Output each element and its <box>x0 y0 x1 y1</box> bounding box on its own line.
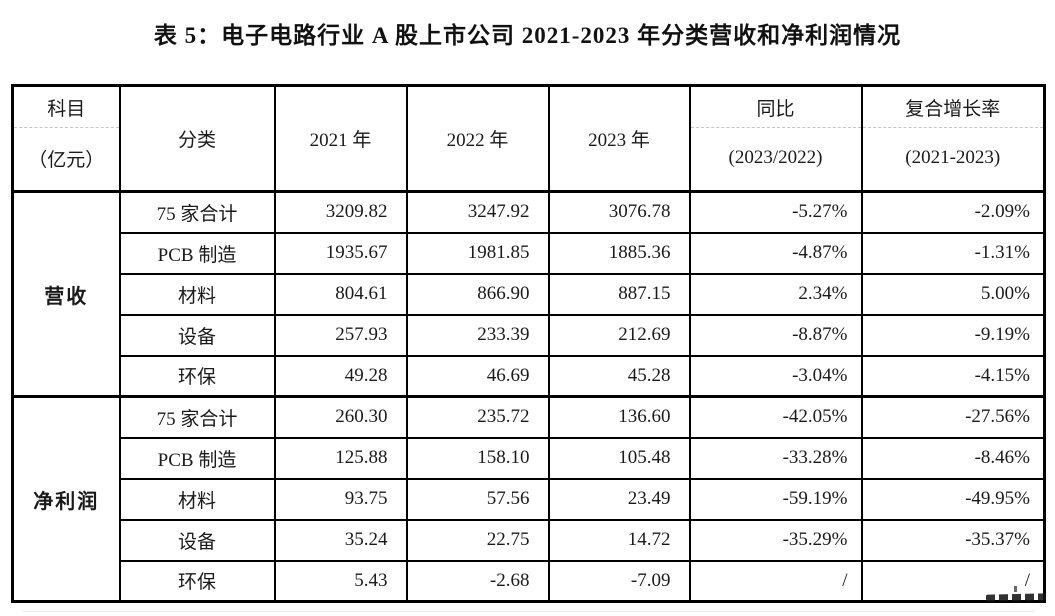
table-row: 净利润 75 家合计 260.30 235.72 136.60 -42.05% … <box>11 395 1046 603</box>
value-2022-cell: 866.90 <box>405 272 550 316</box>
yoy-cell: -33.28% <box>688 436 863 480</box>
value-2022-cell: 46.69 <box>405 354 550 398</box>
table-row: 营收 75 家合计 3209.82 3247.92 3076.78 -5.27%… <box>11 190 1046 398</box>
cagr-cell: -1.31% <box>860 231 1046 275</box>
value-2021-cell: 3209.82 <box>273 190 408 234</box>
category-cell: 75 家合计 <box>118 190 276 234</box>
value-2023-cell: 136.60 <box>547 395 691 439</box>
value-2021-cell: 257.93 <box>273 313 408 357</box>
value-2022-cell: 3247.92 <box>405 190 550 234</box>
category-cell: PCB 制造 <box>118 231 276 275</box>
yoy-cell: / <box>688 559 863 603</box>
header-year-2023: 2023 年 <box>547 84 691 193</box>
value-2023-cell: 23.49 <box>547 477 691 521</box>
value-2022-cell: 158.10 <box>405 436 550 480</box>
yoy-cell: -8.87% <box>688 313 863 357</box>
yoy-cell: -35.29% <box>688 518 863 562</box>
table-title: 表 5：电子电路行业 A 股上市公司 2021-2023 年分类营收和净利润情况 <box>153 23 902 48</box>
header-yoy-period: (2023/2022) <box>728 147 823 168</box>
header-year-2021: 2021 年 <box>273 84 408 193</box>
header-year-2022: 2022 年 <box>405 84 550 193</box>
value-2022-cell: 1981.85 <box>405 231 550 275</box>
header-cagr: 复合增长率 (2021-2023) <box>860 84 1046 193</box>
category-cell: 材料 <box>118 272 276 316</box>
table-row: PCB 制造 1935.67 1981.85 1885.36 -4.87% -1… <box>13 231 1046 275</box>
category-cell: 环保 <box>118 559 276 603</box>
table-row: 环保 49.28 46.69 45.28 -3.04% -4.15% <box>13 354 1046 398</box>
value-2023-cell: 887.15 <box>547 272 691 316</box>
value-2021-cell: 1935.67 <box>273 231 408 275</box>
category-cell: 材料 <box>118 477 276 521</box>
category-cell: 环保 <box>118 354 276 398</box>
cagr-cell: -35.37% <box>860 518 1046 562</box>
value-2022-cell: 235.72 <box>405 395 550 439</box>
category-cell: 设备 <box>118 313 276 357</box>
header-subject: 科目 （亿元） <box>11 84 121 193</box>
value-2021-cell: 125.88 <box>273 436 408 480</box>
value-2023-cell: -7.09 <box>547 559 691 603</box>
watermark-artifact <box>985 593 1047 602</box>
header-yoy: 同比 (2023/2022) <box>688 84 863 193</box>
yoy-cell: -3.04% <box>688 354 863 398</box>
header-row: 科目 （亿元） 分类 2021 年 2022 年 2023 年 同比 (2023… <box>11 84 1046 193</box>
yoy-cell: -59.19% <box>688 477 863 521</box>
yoy-cell: -42.05% <box>688 395 863 439</box>
row-group-revenue: 营收 <box>11 190 121 398</box>
financial-table: 科目 （亿元） 分类 2021 年 2022 年 2023 年 同比 (2023… <box>11 84 1046 603</box>
table-row: PCB 制造 125.88 158.10 105.48 -33.28% -8.4… <box>13 436 1046 480</box>
header-category: 分类 <box>118 84 276 193</box>
table-row: 材料 93.75 57.56 23.49 -59.19% -49.95% <box>13 477 1046 521</box>
cagr-cell: -2.09% <box>860 190 1046 234</box>
category-cell: 75 家合计 <box>118 395 276 439</box>
row-group-net-profit: 净利润 <box>11 395 121 603</box>
cagr-cell: 5.00% <box>860 272 1046 316</box>
header-cagr-label: 复合增长率 <box>863 89 1043 128</box>
value-2023-cell: 105.48 <box>547 436 691 480</box>
cagr-cell: -49.95% <box>860 477 1046 521</box>
value-2022-cell: 233.39 <box>405 313 550 357</box>
cagr-cell: -4.15% <box>860 354 1046 398</box>
table-row: 材料 804.61 866.90 887.15 2.34% 5.00% <box>13 272 1046 316</box>
table-row: 设备 35.24 22.75 14.72 -35.29% -35.37% <box>13 518 1046 562</box>
value-2021-cell: 260.30 <box>273 395 408 439</box>
value-2022-cell: 22.75 <box>405 518 550 562</box>
value-2023-cell: 45.28 <box>547 354 691 398</box>
value-2021-cell: 93.75 <box>273 477 408 521</box>
yoy-cell: -4.87% <box>688 231 863 275</box>
value-2023-cell: 212.69 <box>547 313 691 357</box>
value-2021-cell: 35.24 <box>273 518 408 562</box>
cagr-cell: -8.46% <box>860 436 1046 480</box>
value-2021-cell: 49.28 <box>273 354 408 398</box>
category-cell: PCB 制造 <box>118 436 276 480</box>
header-yoy-label: 同比 <box>691 89 860 128</box>
header-subject-label: 科目 <box>14 89 118 128</box>
value-2021-cell: 5.43 <box>273 559 408 603</box>
header-cagr-period: (2021-2023) <box>905 147 1001 168</box>
header-subject-unit: （亿元） <box>28 149 105 171</box>
cagr-cell: -27.56% <box>860 395 1046 439</box>
page-bottom-divider <box>22 611 1035 612</box>
table-row: 设备 257.93 233.39 212.69 -8.87% -9.19% <box>13 313 1046 357</box>
yoy-cell: -5.27% <box>688 190 863 234</box>
value-2021-cell: 804.61 <box>273 272 408 316</box>
value-2023-cell: 14.72 <box>547 518 691 562</box>
yoy-cell: 2.34% <box>688 272 863 316</box>
category-cell: 设备 <box>118 518 276 562</box>
table-row: 环保 5.43 -2.68 -7.09 / / <box>13 559 1046 603</box>
cagr-cell: -9.19% <box>860 313 1046 357</box>
value-2023-cell: 3076.78 <box>547 190 691 234</box>
value-2022-cell: -2.68 <box>405 559 550 603</box>
value-2022-cell: 57.56 <box>405 477 550 521</box>
value-2023-cell: 1885.36 <box>547 231 691 275</box>
watermark-artifact-tick <box>1014 586 1017 592</box>
